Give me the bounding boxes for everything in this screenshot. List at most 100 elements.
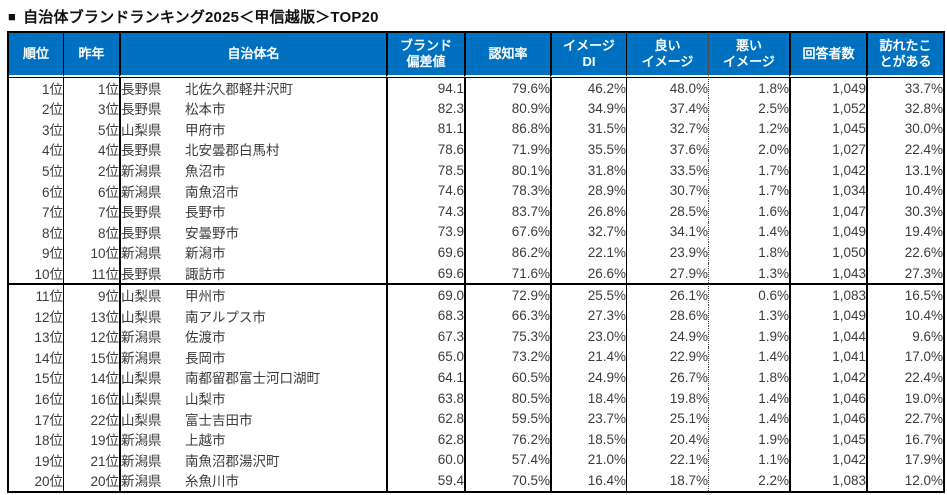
good-image-cell: 37.4% [626, 98, 708, 119]
awareness-cell: 78.3% [464, 180, 550, 201]
city-cell: 安曇野市 [185, 225, 239, 241]
bad-image-cell: 2.5% [708, 98, 789, 119]
good-image-cell: 22.9% [626, 346, 708, 368]
bad-image-cell: 1.4% [708, 221, 789, 243]
last-year-cell: 22位 [63, 408, 119, 429]
image-di-cell: 26.8% [550, 200, 626, 222]
bad-image-cell: 1.3% [708, 262, 789, 284]
good-image-cell: 26.7% [626, 367, 708, 388]
awareness-cell: 76.2% [464, 428, 550, 450]
awareness-cell: 80.5% [464, 387, 550, 409]
good-image-cell: 27.9% [626, 262, 708, 284]
rank-cell: 16位 [34, 392, 63, 408]
visited-cell: 19.4% [866, 221, 943, 243]
city-cell: 魚沼市 [185, 164, 226, 180]
respondents-cell: 1,047 [789, 200, 866, 222]
visited-cell: 16.7% [866, 428, 943, 450]
image-di-cell: 32.7% [550, 221, 626, 243]
last-year-cell: 12位 [63, 325, 119, 347]
last-year-cell: 10位 [63, 242, 119, 263]
awareness-cell: 79.6% [464, 77, 551, 98]
rank-cell: 10位 [34, 267, 63, 283]
visited-cell: 9.6% [866, 325, 943, 347]
last-year-cell: 19位 [63, 428, 119, 450]
col-header-rank: 順位 [9, 33, 63, 77]
respondents-cell: 1,045 [789, 428, 866, 450]
pref-cell: 新潟県 [119, 470, 185, 491]
rank-cell: 2位 [41, 102, 63, 118]
brand-score-cell: 65.0 [386, 346, 464, 368]
image-di-cell: 21.4% [550, 346, 626, 368]
respondents-cell: 1,045 [789, 118, 866, 140]
city-cell: 諏訪市 [185, 267, 226, 283]
table-row: 16位 16位 山梨県 山梨市 63.8 80.5% 18.4% 19.8% 1.4% 1,046… [9, 387, 943, 409]
table-row: 7位 7位 長野県 長野市 74.3 83.7% 26.8% 28.5% 1.6% 1,047 30… [9, 200, 943, 222]
image-di-cell: 31.5% [550, 118, 626, 140]
visited-cell: 17.0% [866, 346, 943, 368]
awareness-cell: 59.5% [464, 408, 550, 429]
rank-cell: 11位 [9, 283, 63, 305]
visited-cell: 16.5% [866, 283, 944, 306]
visited-cell: 30.3% [866, 200, 943, 222]
awareness-cell: 86.8% [464, 118, 550, 140]
col-header-awareness: 認知率 [464, 33, 551, 77]
last-year-cell: 4位 [63, 139, 119, 160]
pref-cell: 長野県 [119, 139, 185, 160]
image-di-cell: 16.4% [550, 470, 626, 491]
last-year-cell: 8位 [63, 221, 119, 243]
bad-image-cell: 1.3% [708, 305, 789, 326]
visited-cell: 13.1% [866, 159, 943, 181]
good-image-cell: 22.1% [626, 449, 708, 471]
visited-cell: 17.9% [866, 449, 943, 471]
image-di-cell: 25.5% [550, 283, 627, 306]
awareness-cell: 72.9% [464, 283, 551, 306]
last-year-cell: 15位 [63, 346, 119, 368]
table-row: 9位 10位 新潟県 新潟市 69.6 86.2% 22.1% 23.9% 1.8% 1,050 2… [9, 242, 943, 263]
rank-cell: 3位 [41, 122, 63, 138]
brand-score-cell: 63.8 [386, 387, 464, 409]
good-image-cell: 23.9% [626, 242, 708, 263]
respondents-cell: 1,046 [789, 408, 866, 429]
rank-cell: 6位 [41, 184, 63, 200]
last-year-cell: 5位 [63, 118, 119, 140]
table-row: 20位 20位 新潟県 糸魚川市 59.4 70.5% 16.4% 18.7% 2.2% 1,08… [9, 470, 943, 491]
table-row: 6位 6位 新潟県 南魚沼市 74.6 78.3% 28.9% 30.7% 1.7% 1,034 1… [9, 180, 943, 201]
good-image-cell: 34.1% [626, 221, 708, 243]
bad-image-cell: 1.2% [708, 118, 789, 140]
pref-cell: 山梨県 [119, 367, 185, 388]
pref-cell: 山梨県 [119, 408, 185, 429]
last-year-cell: 16位 [63, 387, 119, 409]
pref-cell: 長野県 [119, 200, 185, 222]
col-header-brand-score: ブランド 偏差値 [386, 33, 465, 77]
pref-cell: 長野県 [119, 98, 185, 119]
image-di-cell: 18.5% [550, 428, 626, 450]
brand-score-cell: 64.1 [386, 367, 464, 388]
city-cell: 南アルプス市 [185, 309, 266, 325]
last-year-cell: 7位 [63, 200, 119, 222]
awareness-cell: 66.3% [464, 305, 550, 326]
good-image-cell: 32.7% [626, 118, 708, 140]
good-image-cell: 28.6% [626, 305, 708, 326]
table-row: 4位 4位 長野県 北安曇郡白馬村 78.6 71.9% 35.5% 37.6% 2.0% 1,0… [9, 139, 943, 160]
rank-cell: 13位 [34, 330, 63, 346]
last-year-cell: 9位 [63, 283, 119, 306]
last-year-cell: 13位 [63, 305, 119, 326]
awareness-cell: 73.2% [464, 346, 550, 368]
city-cell: 甲州市 [185, 283, 387, 305]
col-header-good-image: 良い イメージ [626, 33, 709, 77]
last-year-cell: 2位 [63, 159, 119, 181]
rank-cell: 1位 [9, 77, 63, 98]
table-row: 5位 2位 新潟県 魚沼市 78.5 80.1% 31.8% 33.5% 1.7% 1,042 13… [9, 159, 943, 181]
awareness-cell: 71.9% [464, 139, 550, 160]
brand-score-cell: 62.8 [386, 408, 464, 429]
header-row: 順位 昨年 自治体名 ブランド 偏差値 認知率 イメージ DI 良い イメージ … [9, 33, 944, 77]
bad-image-cell: 1.1% [708, 449, 789, 471]
bad-image-cell: 1.4% [708, 346, 789, 368]
city-cell: 甲府市 [185, 122, 226, 138]
ranking-table: 順位 昨年 自治体名 ブランド 偏差値 認知率 イメージ DI 良い イメージ … [7, 31, 946, 493]
visited-cell: 22.4% [866, 139, 943, 160]
pref-cell: 長野県 [119, 77, 185, 98]
city-cell: 山梨市 [185, 392, 226, 408]
bad-image-cell: 1.4% [708, 387, 789, 409]
col-header-bad-image: 悪い イメージ [708, 33, 790, 77]
